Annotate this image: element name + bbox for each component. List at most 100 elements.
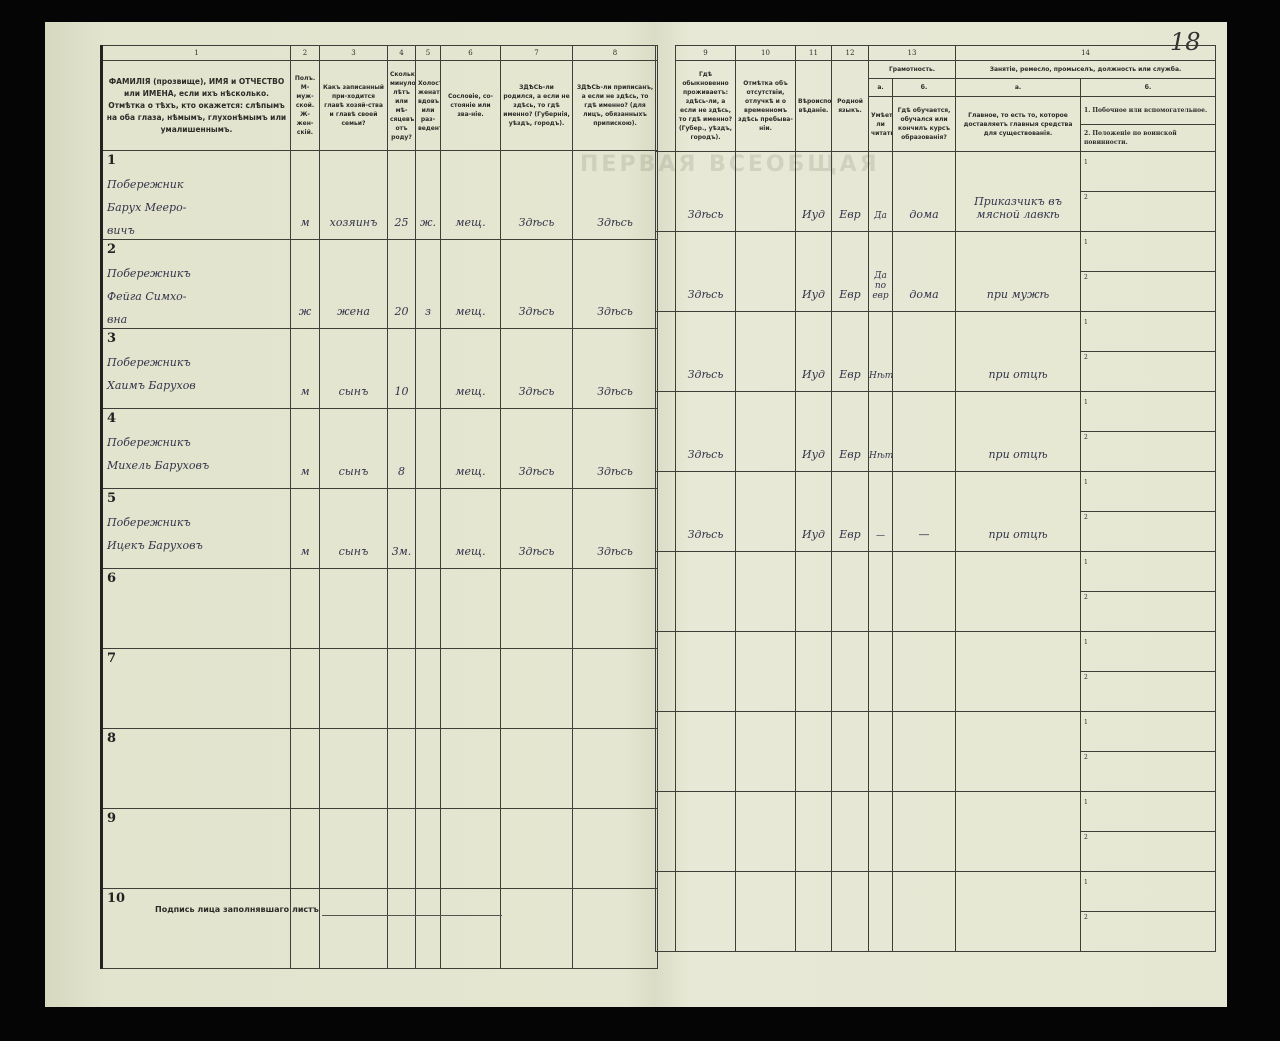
- col-number: 2: [290, 45, 320, 61]
- name-line: вна: [107, 313, 128, 326]
- table-row-left: 8: [101, 728, 658, 809]
- name-line: Побережникъ: [107, 516, 191, 529]
- cell-religion: Иуд: [795, 391, 832, 472]
- gutter: [655, 231, 676, 312]
- cell-religion: [795, 871, 832, 952]
- secondary-occupation-line: 1: [1084, 479, 1088, 486]
- cell-marital: [415, 328, 441, 409]
- row-number: 10: [107, 891, 126, 906]
- cell-absence: [735, 791, 796, 872]
- header-relation: Какъ записанный при-ходится главѣ хозяй-…: [319, 60, 388, 151]
- name-line: вичъ: [107, 224, 135, 237]
- cell-residence: Здѣсь: [675, 471, 736, 552]
- military-status-line: 2: [1081, 431, 1215, 466]
- header-military-status: 2. Положеніе по воинской повинности.: [1081, 123, 1215, 151]
- name-line: Барух Мееро-: [107, 201, 187, 214]
- secondary-occupation-line: 1: [1084, 319, 1088, 326]
- cell-language: Евр: [831, 391, 869, 472]
- cell-marital: [415, 888, 441, 969]
- cell-religion: Иуд: [795, 231, 832, 312]
- cell-sex: м: [290, 150, 320, 240]
- cell-religion: [795, 711, 832, 792]
- gutter: [655, 45, 676, 61]
- signature-line[interactable]: [322, 915, 502, 916]
- header-language: Родной языкъ.: [831, 60, 869, 152]
- col-number: 1: [101, 45, 291, 61]
- col-number: 4: [387, 45, 416, 61]
- name-line: Ицекъ Баруховъ: [107, 539, 203, 552]
- header-literacy: Грамотность.: [867, 60, 957, 79]
- table-row-left: 2 Побережникъ Фейга Симхо-вна ж жена 20 з мещ. З…: [101, 239, 658, 329]
- cell-estate: [440, 728, 501, 809]
- cell-relation: сынъ: [319, 488, 388, 569]
- col-number: 3: [319, 45, 388, 61]
- cell-estate: мещ.: [440, 408, 501, 489]
- cell-relation: [319, 888, 388, 969]
- military-status-line: 2: [1081, 831, 1215, 866]
- gutter: [655, 60, 676, 152]
- cell-relation: сынъ: [319, 328, 388, 409]
- name-line: Михель Баруховъ: [107, 459, 210, 472]
- cell-registered: [572, 648, 658, 729]
- table-row-right: Здѣсь Иуд Евр Да по евр дома при мужѣ 1 2: [655, 231, 1217, 312]
- cell-residence: [675, 551, 736, 632]
- cell-marital: [415, 728, 441, 809]
- name-line: Хаимъ Барухов: [107, 379, 196, 392]
- cell-relation: жена: [319, 239, 388, 329]
- census-table-right: 9 10 11 12 13 14 Гдѣ обыкновенно прожива…: [655, 45, 1217, 952]
- cell-religion: Иуд: [795, 311, 832, 392]
- cell-birthplace: Здѣсь: [500, 150, 573, 240]
- cell-residence: [675, 711, 736, 792]
- military-status-line: 2: [1081, 671, 1215, 706]
- cell-main-occupation: [955, 631, 1082, 712]
- cell-sex: [290, 728, 320, 809]
- cell-education: [891, 551, 957, 632]
- cell-birthplace: Здѣсь: [500, 408, 573, 489]
- col-number: 12: [831, 45, 869, 61]
- cell-estate: [440, 648, 501, 729]
- gutter: [655, 391, 676, 472]
- cell-estate: [440, 888, 501, 969]
- name-line: Фейга Симхо-: [107, 290, 187, 303]
- header-can-read: Умѣетъ-ли читать?: [868, 96, 893, 152]
- cell-main-occupation: при отцѣ: [955, 471, 1082, 552]
- col-number: 13: [867, 45, 957, 61]
- gutter: [655, 631, 676, 712]
- row-number: 4: [107, 411, 117, 426]
- cell-language: [831, 711, 869, 792]
- cell-main-occupation: [955, 711, 1082, 792]
- name-line: Побережник: [107, 178, 184, 191]
- table-row-left: 10: [101, 888, 658, 969]
- cell-religion: [795, 631, 832, 712]
- cell-absence: [735, 631, 796, 712]
- cell-registered: [572, 888, 658, 969]
- cell-age: 3м.: [387, 488, 416, 569]
- secondary-occupation-line: 1: [1084, 239, 1088, 246]
- cell-can-read: —: [868, 471, 893, 552]
- row-number: 6: [107, 571, 117, 586]
- col-number: 8: [572, 45, 658, 61]
- cell-residence: Здѣсь: [675, 151, 736, 232]
- cell-language: [831, 871, 869, 952]
- row-number: 3: [107, 331, 117, 346]
- cell-estate: [440, 568, 501, 649]
- cell-relation: [319, 568, 388, 649]
- cell-can-read: [868, 551, 893, 632]
- cell-education: [891, 631, 957, 712]
- cell-can-read: [868, 871, 893, 952]
- cell-education: [891, 311, 957, 392]
- cell-name: 3 Побережникъ Хаимъ Барухов: [101, 328, 291, 409]
- table-border: [100, 850, 103, 892]
- cell-age: 20: [387, 239, 416, 329]
